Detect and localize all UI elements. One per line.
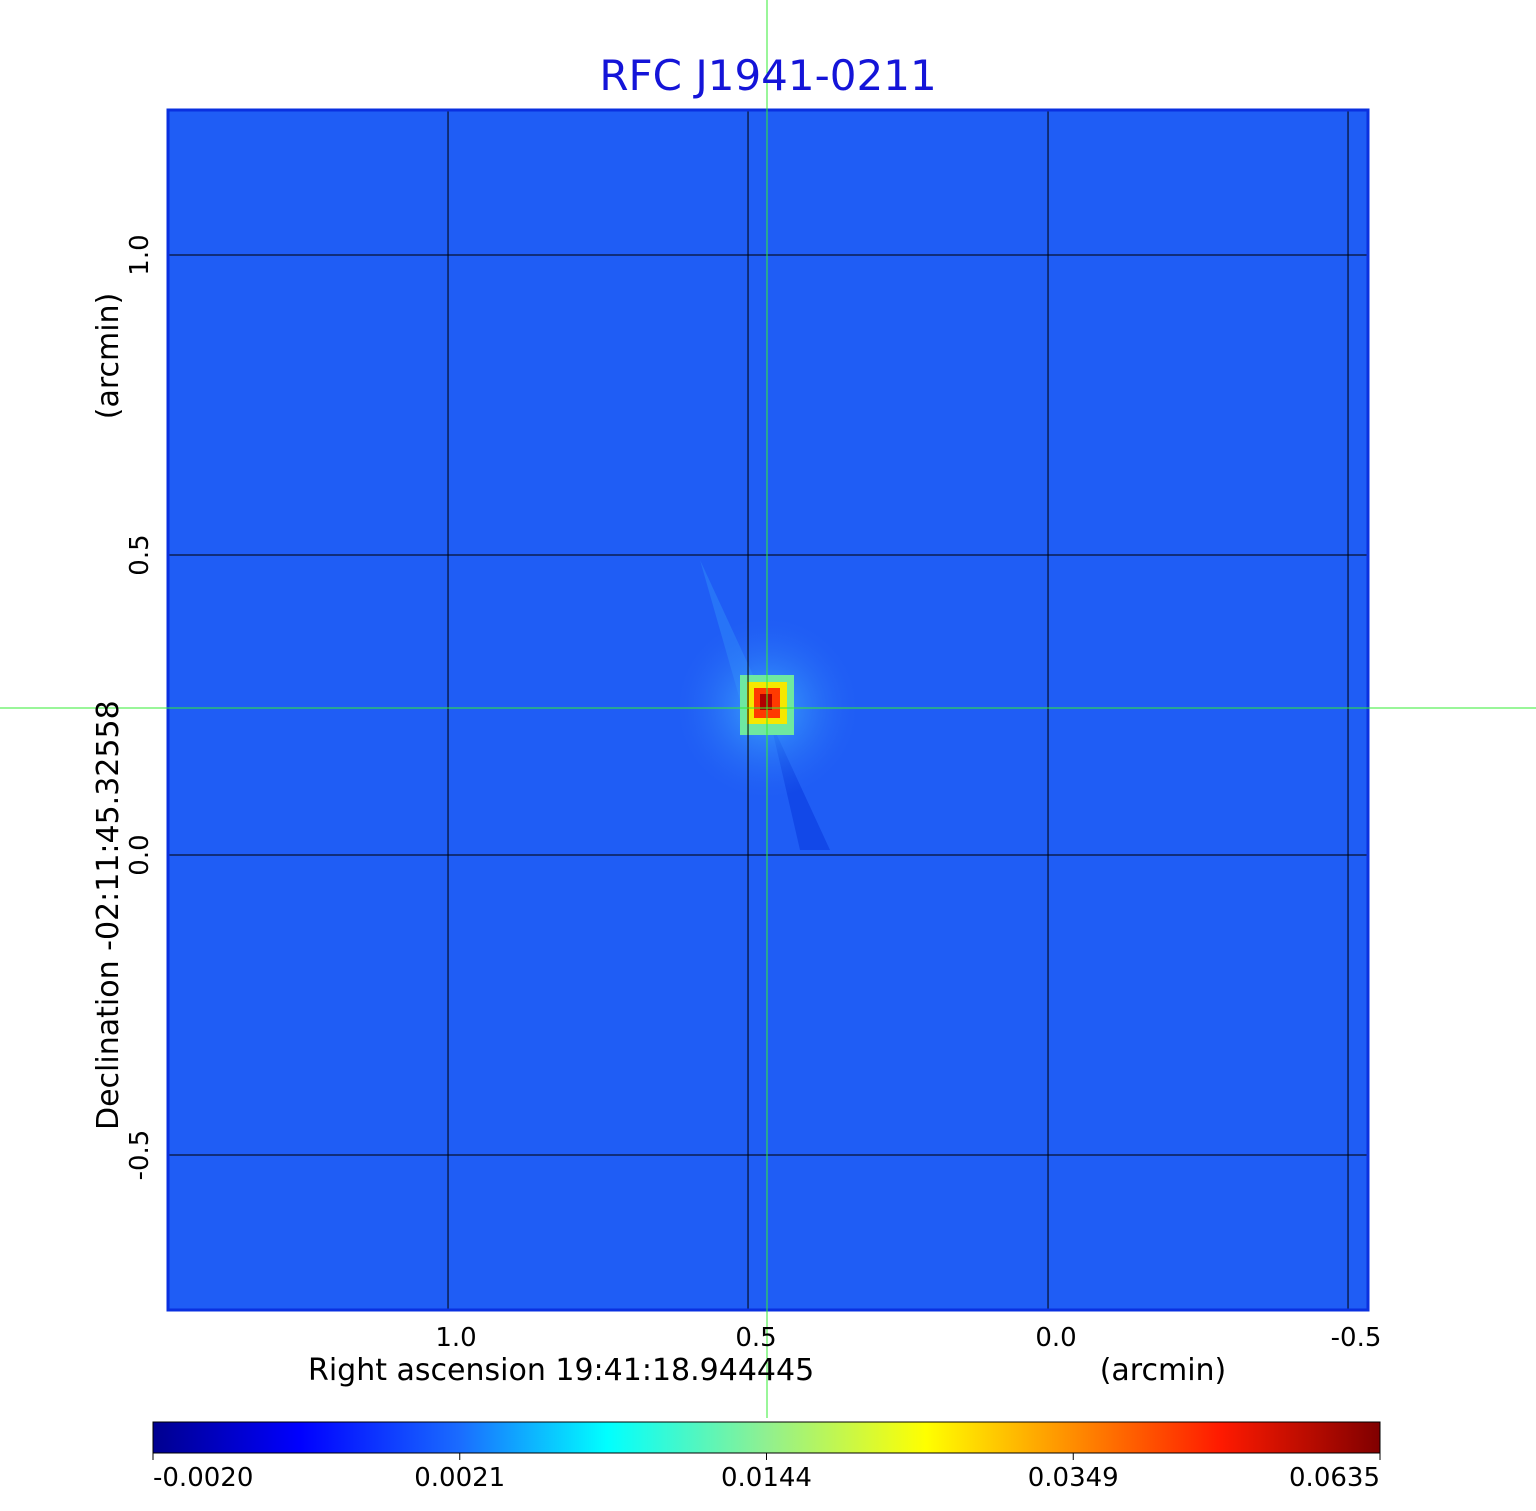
chart-title: RFC J1941-0211 bbox=[599, 51, 936, 100]
x-axis-label: Right ascension 19:41:18.944445 bbox=[308, 1353, 814, 1388]
colorbar-tick-label: -0.0020 bbox=[153, 1463, 253, 1493]
y-tick-label: 0.0 bbox=[125, 834, 155, 875]
colorbar-tick-label: 0.0635 bbox=[1289, 1463, 1380, 1493]
y-axis-unit: (arcmin) bbox=[91, 293, 126, 420]
y-axis-label: Declination -02:11:45.32558 bbox=[91, 700, 126, 1130]
colorbar-tick-label: 0.0144 bbox=[721, 1463, 812, 1493]
colorbar bbox=[152, 1421, 1381, 1454]
y-tick-label: -0.5 bbox=[125, 1130, 155, 1181]
plot-frame bbox=[166, 108, 1370, 1312]
colorbar-tick-label: 0.0021 bbox=[414, 1463, 505, 1493]
y-tick-label: 1.0 bbox=[125, 234, 155, 275]
x-tick-label: 0.5 bbox=[735, 1323, 776, 1353]
image-source bbox=[760, 694, 772, 710]
x-tick-label: 0.0 bbox=[1035, 1323, 1076, 1353]
x-tick-label: 1.0 bbox=[435, 1323, 476, 1353]
grid bbox=[168, 110, 1368, 1310]
colorbar-tick-label: 0.0349 bbox=[1028, 1463, 1119, 1493]
x-tick-label: -0.5 bbox=[1331, 1323, 1382, 1353]
y-tick-label: 0.5 bbox=[125, 534, 155, 575]
x-axis-unit: (arcmin) bbox=[1100, 1353, 1227, 1388]
